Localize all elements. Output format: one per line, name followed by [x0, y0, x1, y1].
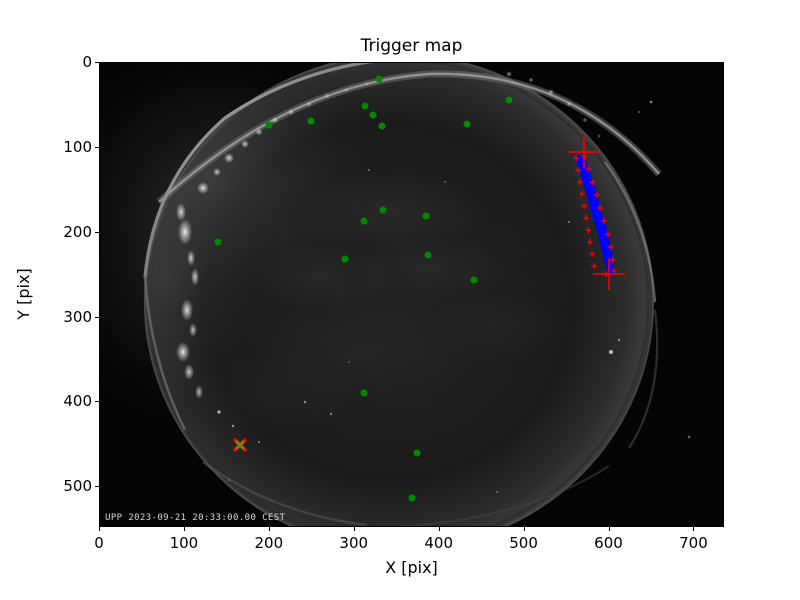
track-edge-markers-right	[582, 154, 617, 274]
x-tick-mark	[438, 527, 440, 531]
y-tick-label: 100	[63, 137, 92, 156]
trigger-marker	[379, 206, 387, 214]
page-title: Trigger map	[360, 36, 463, 56]
trigger-marker	[424, 251, 432, 259]
x-tick-label: 700	[679, 534, 708, 552]
track-endpoint-markers	[568, 136, 625, 290]
trigger-marker	[375, 75, 383, 83]
y-tick-label: 200	[63, 222, 92, 241]
y-tick-label: 400	[63, 392, 92, 411]
y-tick-label: 300	[63, 307, 92, 326]
trigger-marker	[463, 120, 471, 128]
x-tick-label: 600	[594, 534, 623, 552]
trigger-marker	[369, 111, 377, 119]
trigger-marker	[214, 238, 222, 246]
reference-star-marker	[232, 437, 248, 453]
y-tick-mark	[95, 62, 99, 63]
trigger-marker	[378, 122, 386, 130]
trigger-marker	[360, 217, 368, 225]
allsky-frame-image	[99, 62, 724, 527]
x-tick-mark	[693, 527, 695, 531]
x-tick-mark	[268, 527, 270, 531]
trigger-marker	[265, 121, 273, 129]
trigger-marker	[505, 96, 513, 104]
y-tick-mark	[95, 146, 99, 148]
y-tick-label: 0	[82, 53, 92, 71]
trigger-marker	[341, 255, 349, 263]
y-tick-mark	[95, 486, 99, 488]
x-tick-mark	[523, 527, 525, 531]
camera-timestamp-overlay: UPP 2023-09-21 20:33:00.00 CEST	[105, 513, 286, 523]
allsky-image-axes[interactable]: UPP 2023-09-21 20:33:00.00 CEST	[99, 62, 724, 527]
trigger-marker	[360, 389, 368, 397]
x-tick-label: 200	[254, 534, 284, 552]
trigger-marker	[307, 117, 315, 125]
x-tick-label: 500	[509, 534, 538, 552]
x-tick-mark	[608, 527, 610, 531]
trigger-marker-layer	[99, 62, 724, 527]
y-tick-mark	[95, 316, 99, 318]
x-tick-label: 300	[339, 534, 369, 552]
y-tick-mark	[95, 231, 99, 233]
horizon-light-blobs	[176, 71, 601, 399]
x-tick-mark	[353, 527, 355, 531]
trigger-marker	[413, 449, 421, 457]
trigger-marker	[408, 494, 415, 502]
meteor-track-overlay	[568, 136, 625, 290]
trigger-marker	[361, 102, 369, 110]
star-field	[217, 100, 691, 494]
x-tick-mark	[183, 527, 185, 531]
x-tick-label: 400	[424, 534, 453, 552]
x-axis-title: X [pix]	[385, 558, 438, 577]
y-axis-title: Y [pix]	[14, 268, 33, 320]
x-tick-mark	[99, 527, 100, 531]
trigger-marker	[470, 276, 478, 284]
trigger-marker	[422, 212, 430, 220]
y-tick-mark	[95, 401, 99, 403]
x-tick-label: 0	[94, 534, 104, 552]
y-tick-label: 500	[63, 477, 92, 496]
x-tick-label: 100	[169, 534, 199, 552]
